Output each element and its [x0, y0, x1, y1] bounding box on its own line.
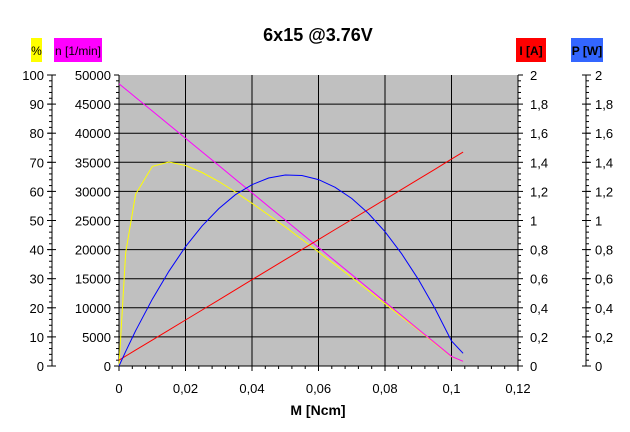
- y-tick-label-eff: 100: [22, 68, 44, 83]
- y-tick-label-I: 1,6: [530, 126, 548, 141]
- y-tick-label-n: 0: [104, 359, 111, 374]
- y-tick-label-eff: 50: [30, 214, 44, 229]
- x-tick-label: 0: [115, 381, 122, 396]
- axis-label-P: P [W]: [571, 38, 603, 62]
- y-tick-label-eff: 60: [30, 184, 44, 199]
- x-tick-label: 0,04: [239, 381, 264, 396]
- series-line-P: [118, 174, 464, 367]
- chart-title: 6x15 @3.76V: [263, 25, 373, 45]
- y-tick-label-eff: 90: [30, 97, 44, 112]
- y-tick-label-P: 1,4: [595, 155, 613, 170]
- y-tick-label-n: 10000: [75, 301, 111, 316]
- y-tick-label-eff: 40: [30, 243, 44, 258]
- series-line-n: [118, 83, 464, 362]
- y-tick-label-eff: 10: [30, 330, 44, 345]
- y-tick-label-P: 1,8: [595, 97, 613, 112]
- axis-label-n: n [1/min]: [54, 38, 102, 62]
- x-tick-label: 0,1: [442, 381, 460, 396]
- series-line-I: [118, 151, 464, 361]
- y-tick-label-n: 30000: [75, 184, 111, 199]
- y-tick-label-I: 1,4: [530, 155, 548, 170]
- x-tick-label: 0,02: [173, 381, 198, 396]
- y-tick-label-n: 45000: [75, 97, 111, 112]
- y-tick-label-n: 25000: [75, 214, 111, 229]
- svg-text:P [W]: P [W]: [572, 44, 602, 58]
- y-tick-label-eff: 20: [30, 301, 44, 316]
- svg-text:I [A]: I [A]: [519, 44, 542, 58]
- y-tick-label-I: 1,2: [530, 184, 548, 199]
- y-tick-label-P: 0,4: [595, 301, 613, 316]
- y-tick-label-P: 0: [595, 359, 602, 374]
- y-tick-label-I: 0,2: [530, 330, 548, 345]
- y-tick-label-eff: 30: [30, 272, 44, 287]
- axis-label-I: I [A]: [516, 38, 546, 62]
- x-tick-label: 0,08: [372, 381, 397, 396]
- y-tick-label-P: 1: [595, 214, 602, 229]
- svg-text:%: %: [31, 44, 42, 58]
- y-tick-label-I: 2: [530, 68, 537, 83]
- y-tick-label-n: 5000: [82, 330, 111, 345]
- y-tick-label-n: 35000: [75, 155, 111, 170]
- y-tick-label-n: 15000: [75, 272, 111, 287]
- y-tick-label-I: 0,8: [530, 243, 548, 258]
- y-tick-label-I: 1: [530, 214, 537, 229]
- y-tick-label-n: 40000: [75, 126, 111, 141]
- y-tick-label-P: 0,8: [595, 243, 613, 258]
- y-tick-label-eff: 80: [30, 126, 44, 141]
- y-tick-label-P: 0,2: [595, 330, 613, 345]
- y-tick-label-I: 0: [530, 359, 537, 374]
- y-tick-label-P: 1,6: [595, 126, 613, 141]
- y-tick-label-P: 1,2: [595, 184, 613, 199]
- series-line-eff: [118, 161, 464, 367]
- y-tick-label-I: 1,8: [530, 97, 548, 112]
- x-tick-label: 0,12: [505, 381, 530, 396]
- y-tick-label-P: 0,6: [595, 272, 613, 287]
- y-tick-label-P: 2: [595, 68, 602, 83]
- y-tick-label-eff: 0: [37, 359, 44, 374]
- svg-text:n [1/min]: n [1/min]: [55, 44, 101, 58]
- y-tick-label-n: 20000: [75, 243, 111, 258]
- y-tick-label-I: 0,4: [530, 301, 548, 316]
- y-tick-label-n: 50000: [75, 68, 111, 83]
- y-tick-label-eff: 70: [30, 155, 44, 170]
- x-axis-label: M [Ncm]: [290, 402, 345, 418]
- axis-label-eff: %: [31, 38, 42, 62]
- x-tick-label: 0,06: [306, 381, 331, 396]
- y-tick-label-I: 0,6: [530, 272, 548, 287]
